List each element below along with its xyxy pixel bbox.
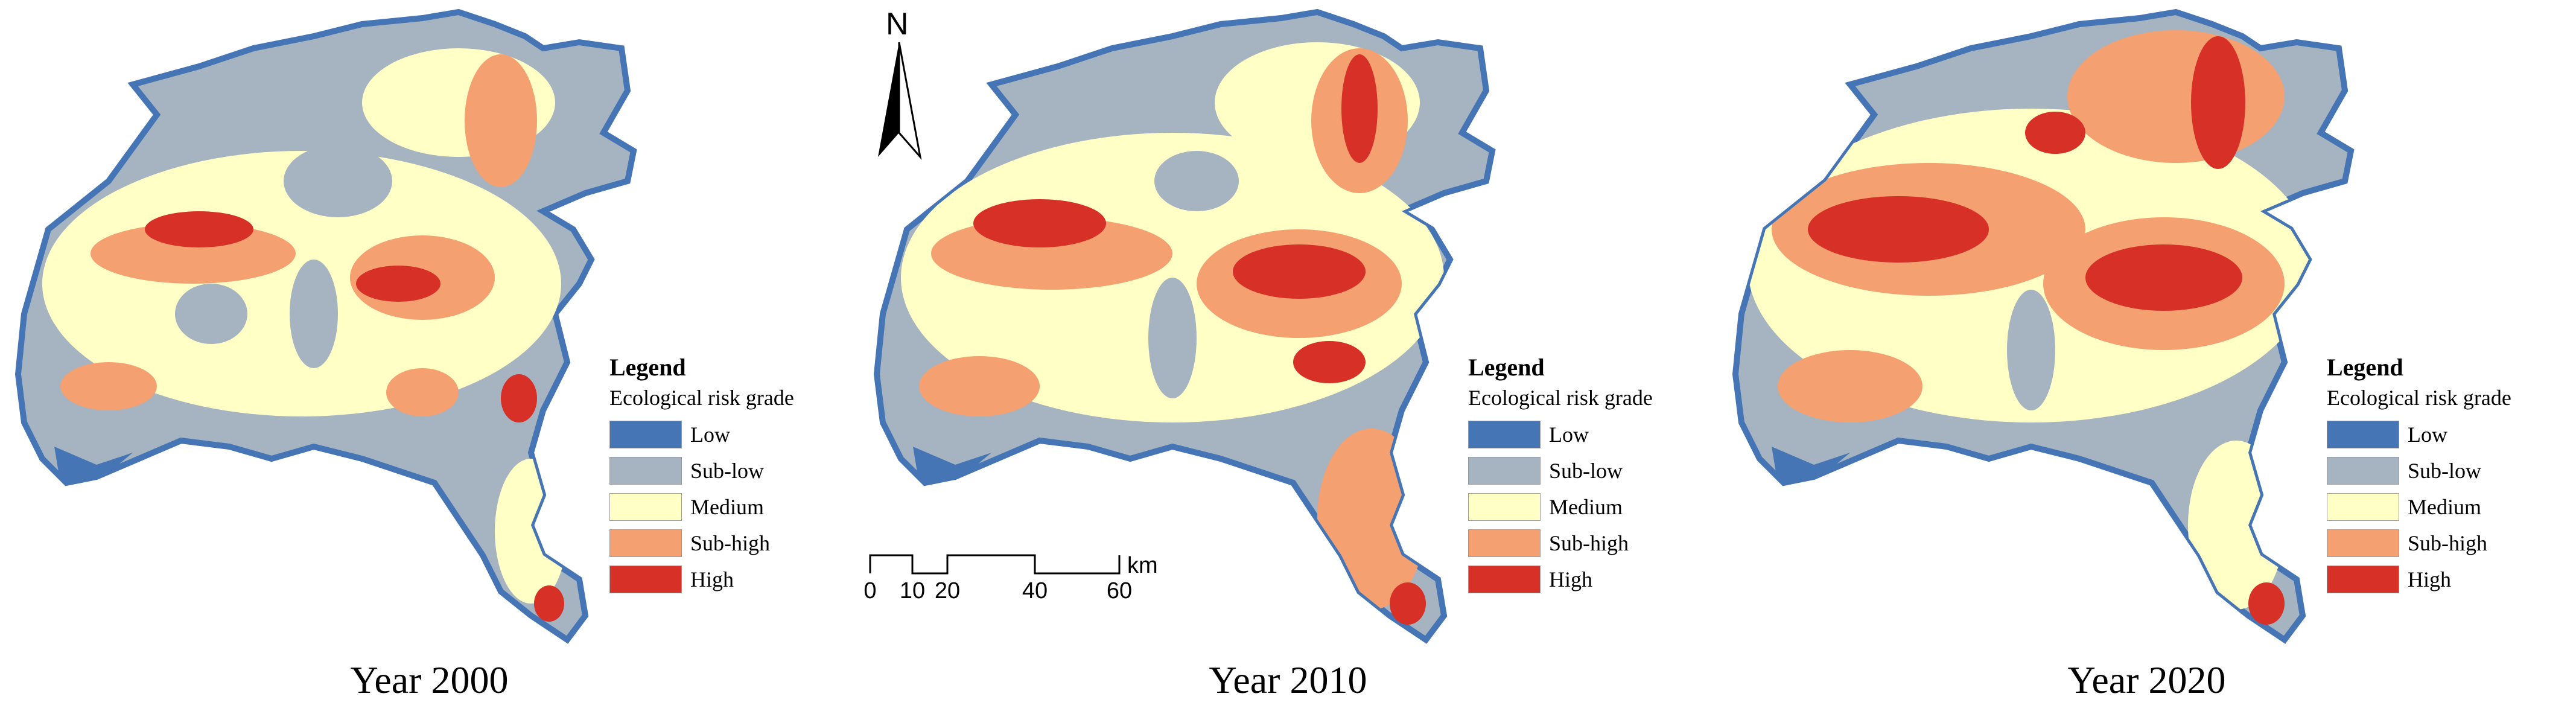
legend-item-medium: Medium	[1468, 489, 1722, 525]
legend-label: Low	[2408, 422, 2447, 447]
legend-2020: Legend Ecological risk grade Low Sub-low…	[2327, 353, 2576, 598]
legend-label: High	[1549, 567, 1592, 591]
swatch-sub-high	[2327, 529, 2399, 557]
swatch-sub-high	[609, 529, 682, 557]
legend-label: Sub-high	[2408, 531, 2488, 555]
legend-label: Low	[1549, 422, 1589, 447]
legend-item-low: Low	[1468, 416, 1722, 453]
year-label-2010: Year 2010	[1209, 658, 1367, 701]
legend-title: Legend	[1468, 354, 1545, 381]
swatch-sub-low	[1468, 457, 1541, 485]
map-panel-2000: Legend Ecological risk grade Low Sub-low…	[0, 0, 859, 714]
legend-label: Sub-high	[1549, 531, 1629, 555]
legend-label: Sub-high	[690, 531, 771, 555]
legend-label: Medium	[1549, 495, 1623, 519]
scale-bar-graphic	[869, 554, 1121, 575]
swatch-sub-high	[1468, 529, 1541, 557]
swatch-high	[2327, 566, 2399, 593]
legend-title: Legend	[609, 354, 686, 381]
swatch-low	[1468, 421, 1541, 448]
legend-label: Medium	[2408, 495, 2481, 519]
swatch-medium	[609, 493, 682, 521]
legend-item-medium: Medium	[609, 489, 863, 525]
legend-item-sub-low: Sub-low	[609, 453, 863, 489]
legend-item-sub-low: Sub-low	[1468, 453, 1722, 489]
legend-label: Medium	[690, 495, 764, 519]
legend-item-sub-high: Sub-high	[2327, 525, 2576, 561]
legend-item-low: Low	[609, 416, 863, 453]
legend-subtitle: Ecological risk grade	[609, 386, 794, 410]
risk-map-2020	[1732, 8, 2355, 644]
legend-label: Sub-low	[690, 459, 765, 483]
map-panel-2010: Legend Ecological risk grade Low Sub-low…	[859, 0, 1717, 714]
swatch-low	[2327, 421, 2399, 448]
swatch-medium	[1468, 493, 1541, 521]
scale-tick-label: 60	[1106, 578, 1133, 604]
swatch-sub-low	[2327, 457, 2399, 485]
risk-map-2000	[14, 8, 637, 644]
legend-subtitle: Ecological risk grade	[1468, 386, 1653, 410]
scale-unit: km	[1127, 553, 1158, 578]
scale-tick-label: 0	[863, 578, 877, 604]
legend-label: Sub-low	[2408, 459, 2482, 483]
legend-2010: Legend Ecological risk grade Low Sub-low…	[1468, 353, 1722, 598]
legend-2000: Legend Ecological risk grade Low Sub-low…	[609, 353, 863, 598]
legend-title: Legend	[2327, 354, 2403, 381]
year-label-2000: Year 2000	[350, 658, 509, 701]
legend-item-sub-low: Sub-low	[2327, 453, 2576, 489]
legend-label: Low	[690, 422, 730, 447]
legend-item-low: Low	[2327, 416, 2576, 453]
swatch-medium	[2327, 493, 2399, 521]
legend-label: High	[2408, 567, 2451, 591]
legend-subtitle: Ecological risk grade	[2327, 386, 2511, 410]
scale-tick-label: 10	[899, 578, 926, 604]
swatch-high	[1468, 566, 1541, 593]
scale-tick-label: 20	[934, 578, 961, 604]
year-label-2020: Year 2020	[2067, 658, 2226, 701]
scale-tick-label: 40	[1022, 578, 1048, 604]
legend-label: High	[690, 567, 734, 591]
legend-item-sub-high: Sub-high	[609, 525, 863, 561]
legend-item-sub-high: Sub-high	[1468, 525, 1722, 561]
risk-map-2010	[873, 8, 1496, 644]
swatch-sub-low	[609, 457, 682, 485]
swatch-low	[609, 421, 682, 448]
north-letter: N	[886, 7, 909, 42]
legend-item-high: High	[1468, 561, 1722, 598]
scale-bar: 0 10 20 40 60 km	[863, 543, 1201, 622]
legend-item-high: High	[2327, 561, 2576, 598]
map-panel-2020: Legend Ecological risk grade Low Sub-low…	[1717, 0, 2576, 714]
legend-label: Sub-low	[1549, 459, 1623, 483]
legend-item-high: High	[609, 561, 863, 598]
north-arrow-icon	[878, 42, 922, 161]
legend-item-medium: Medium	[2327, 489, 2576, 525]
swatch-high	[609, 566, 682, 593]
